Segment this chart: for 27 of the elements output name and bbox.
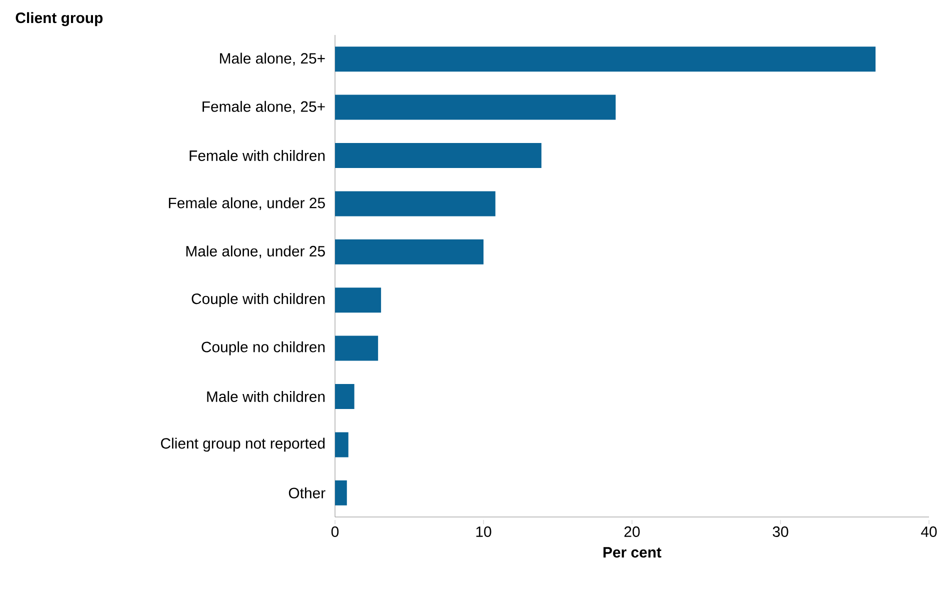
y-tick-label: Female with children <box>190 150 325 161</box>
y-tick-label: Couple no children <box>202 341 325 356</box>
y-tick-label: Male alone, under 25 <box>186 246 325 258</box>
x-tick-label: 20 <box>624 526 640 537</box>
y-tick-label: Other <box>288 487 326 498</box>
bar <box>335 336 378 361</box>
bar <box>335 191 496 216</box>
bar <box>335 239 484 264</box>
bar <box>335 432 348 458</box>
y-tick-label: Female alone, 25+ <box>202 100 325 114</box>
x-tick-label: 40 <box>921 526 937 537</box>
text: Client group <box>16 12 103 26</box>
bar <box>335 384 354 409</box>
x-axis-title: Per cent <box>604 547 662 558</box>
bar <box>335 94 616 120</box>
y-tick-label: Client group not reported <box>161 438 325 452</box>
x-tick-label: 30 <box>772 526 788 537</box>
bar <box>335 480 347 506</box>
x-tick-label: 0 <box>331 526 339 537</box>
bar <box>335 288 382 313</box>
x-tick-label: 10 <box>476 526 492 537</box>
y-tick-label: Male alone, 25+ <box>220 52 325 66</box>
bar <box>335 142 542 168</box>
y-tick-label: Couple with children <box>192 293 325 308</box>
bar <box>335 46 876 72</box>
y-tick-label: Female alone, under 25 <box>168 197 325 210</box>
y-tick-label: Male with children <box>207 391 325 402</box>
